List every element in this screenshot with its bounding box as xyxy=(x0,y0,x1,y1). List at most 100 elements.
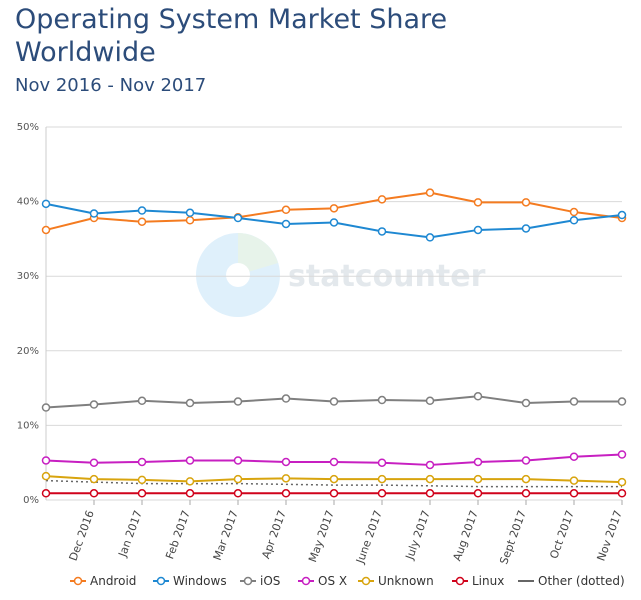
series-unknown xyxy=(41,471,627,487)
data-point xyxy=(425,396,435,406)
legend-label: iOS xyxy=(260,574,280,588)
x-tick-label: Feb 2017 xyxy=(163,509,193,561)
legend-item-windows[interactable]: Windows xyxy=(153,574,227,588)
data-point xyxy=(569,207,579,217)
data-point xyxy=(41,225,51,235)
data-point xyxy=(281,205,291,215)
x-tick-label: June 2017 xyxy=(353,509,385,566)
legend-item-unknown[interactable]: Unknown xyxy=(358,574,434,588)
legend-label: Other (dotted) xyxy=(538,574,625,588)
data-point xyxy=(137,475,147,485)
y-tick-label: 50% xyxy=(17,122,39,133)
data-point xyxy=(521,198,531,207)
data-point xyxy=(233,474,243,484)
x-axis: Dec 2016 Jan 2017 Feb 2017 Mar 2017 Apr 2017… xyxy=(67,500,625,566)
data-point xyxy=(137,396,147,406)
data-point xyxy=(41,199,51,209)
data-point xyxy=(377,458,387,467)
data-point xyxy=(377,474,387,484)
data-point xyxy=(425,460,435,470)
y-tick-label: 10% xyxy=(17,420,39,431)
data-point xyxy=(41,456,51,465)
legend-item-linux[interactable]: Linux xyxy=(452,574,504,588)
data-point xyxy=(521,489,531,498)
y-tick-label: 40% xyxy=(17,197,39,208)
legend-item-os-x[interactable]: OS X xyxy=(298,574,347,588)
data-point xyxy=(329,457,339,467)
legend-label: Android xyxy=(90,574,136,588)
data-point xyxy=(425,188,435,197)
data-point xyxy=(185,477,195,486)
x-tick-label: Oct 2017 xyxy=(547,509,576,561)
legend-item-other-dotted[interactable]: Other (dotted) xyxy=(518,574,625,588)
data-point xyxy=(377,489,387,498)
data-point xyxy=(281,489,291,498)
data-point xyxy=(185,208,195,218)
data-point xyxy=(329,218,339,227)
series-ios xyxy=(41,392,627,412)
data-point xyxy=(473,392,483,401)
watermark-logo-hole-icon xyxy=(226,263,250,287)
data-point xyxy=(425,489,435,498)
data-point xyxy=(617,450,627,459)
data-point xyxy=(41,489,51,498)
data-point xyxy=(329,474,339,484)
series-windows xyxy=(41,199,627,242)
data-point xyxy=(281,394,291,403)
data-point xyxy=(233,397,243,406)
data-point xyxy=(569,397,579,406)
data-point xyxy=(377,195,387,204)
y-tick-label: 30% xyxy=(17,271,39,282)
x-tick-label: May 2017 xyxy=(306,509,337,564)
legend-item-ios[interactable]: iOS xyxy=(240,574,280,588)
data-point xyxy=(521,224,531,233)
data-point xyxy=(89,474,99,484)
data-point xyxy=(281,457,291,467)
x-tick-label: July 2017 xyxy=(403,509,433,563)
legend-item-android[interactable]: Android xyxy=(70,574,136,588)
data-point xyxy=(425,233,435,242)
data-point xyxy=(569,216,579,225)
data-point xyxy=(41,403,51,412)
legend-label: Unknown xyxy=(378,574,434,588)
data-point xyxy=(89,209,99,218)
series-linux xyxy=(41,489,627,498)
legend-swatch-marker xyxy=(361,576,371,586)
watermark-logo-slice-icon xyxy=(238,233,278,275)
data-point xyxy=(137,489,147,498)
data-point xyxy=(137,457,147,467)
data-point xyxy=(617,489,627,498)
data-point xyxy=(89,400,99,409)
data-point xyxy=(425,474,435,484)
y-axis: 0% 10% 20% 30% 40% 50% xyxy=(17,122,39,506)
legend-swatch-marker xyxy=(301,576,311,586)
data-point xyxy=(137,206,147,215)
data-point xyxy=(281,474,291,483)
data-point xyxy=(473,457,483,467)
legend-label: Windows xyxy=(173,574,227,588)
legend: Android Windows iOS OS X Unknown Linux Other (… xyxy=(70,574,625,588)
data-point xyxy=(617,397,627,406)
grid-lines xyxy=(45,126,622,501)
x-tick-label: Jan 2017 xyxy=(116,509,145,560)
legend-swatch-marker xyxy=(455,576,465,586)
data-point xyxy=(473,225,483,235)
data-point xyxy=(377,395,387,405)
data-point xyxy=(521,398,531,408)
data-point xyxy=(185,216,195,225)
data-point xyxy=(185,456,195,465)
series-layer xyxy=(41,188,627,498)
data-point xyxy=(185,489,195,498)
y-tick-label: 20% xyxy=(17,346,39,357)
data-point xyxy=(569,489,579,498)
data-point xyxy=(329,204,339,213)
data-point xyxy=(473,489,483,498)
y-tick-label: 0% xyxy=(23,495,39,506)
data-point xyxy=(185,398,195,408)
x-tick-label: Apr 2017 xyxy=(259,509,288,561)
data-point xyxy=(473,198,483,207)
series-os-x xyxy=(41,450,627,470)
data-point xyxy=(233,489,243,498)
data-point xyxy=(329,489,339,498)
data-point xyxy=(137,217,147,226)
